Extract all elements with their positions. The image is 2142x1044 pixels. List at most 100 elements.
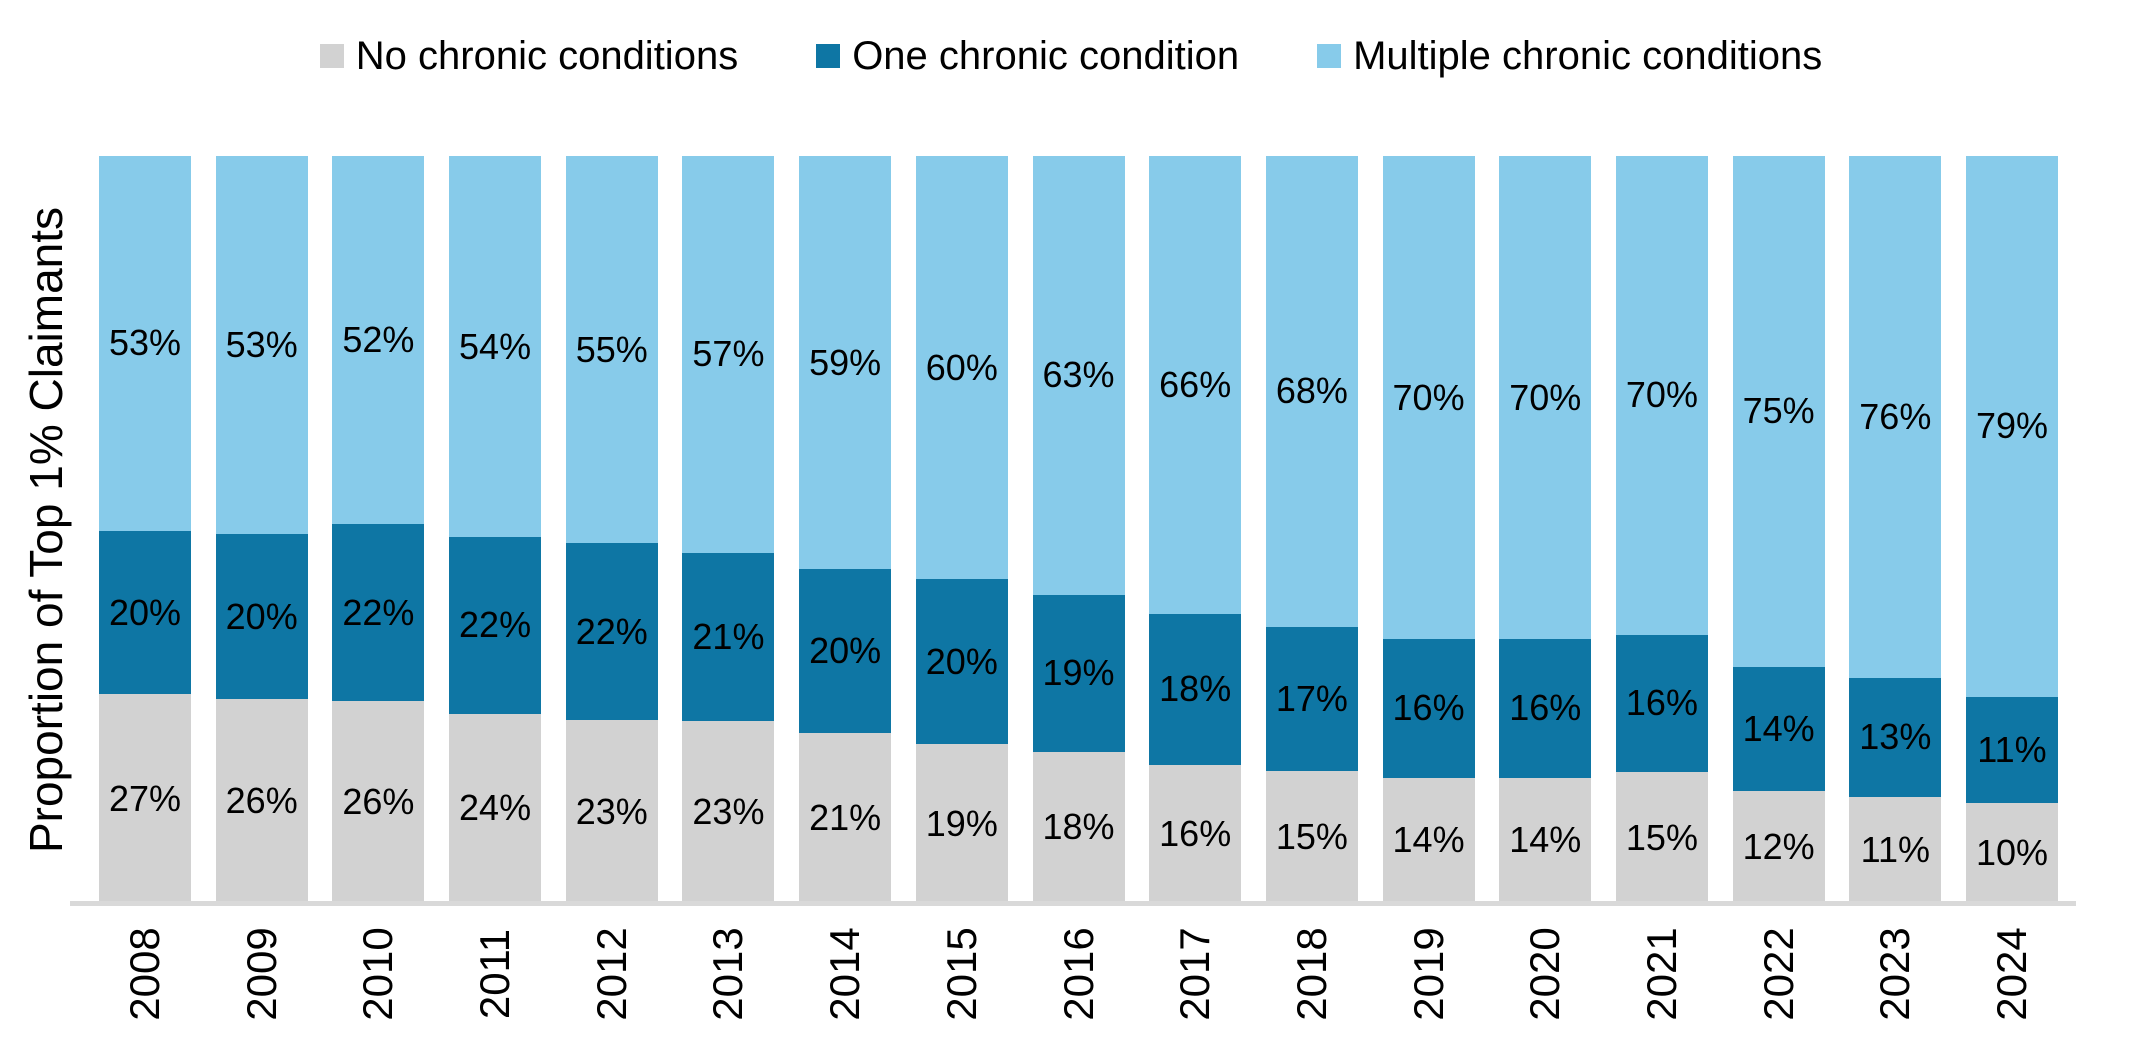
- segment-multiple-chronic-conditions-2014: 59%: [799, 156, 892, 570]
- data-label-multiple-chronic-conditions-2022: 75%: [1742, 390, 1815, 432]
- x-axis-tick-2018: 2018: [1266, 912, 1358, 1036]
- x-axis-tick-label: 2008: [121, 927, 168, 1021]
- legend-label-no-chronic-conditions: No chronic conditions: [355, 34, 739, 78]
- segment-multiple-chronic-conditions-2018: 68%: [1265, 156, 1358, 627]
- legend-item-no-chronic-conditions: No chronic conditions: [319, 34, 739, 78]
- data-label-no-chronic-conditions-2023: 11%: [1860, 828, 1930, 870]
- legend-swatch-icon-multiple-chronic-conditions: [1317, 44, 1342, 68]
- segment-one-chronic-condition-2010: 22%: [332, 524, 425, 701]
- legend-label-one-chronic-condition: One chronic condition: [852, 34, 1240, 78]
- segment-no-chronic-conditions-2009: 26%: [215, 699, 308, 903]
- data-label-multiple-chronic-conditions-2009: 53%: [225, 324, 298, 366]
- data-label-no-chronic-conditions-2013: 23%: [692, 791, 765, 833]
- x-axis-tick-2010: 2010: [332, 912, 424, 1036]
- x-axis-tick-label: 2012: [587, 927, 635, 1021]
- data-label-multiple-chronic-conditions-2016: 63%: [1042, 354, 1115, 396]
- x-axis-tick-label: 2015: [937, 927, 985, 1021]
- segment-no-chronic-conditions-2016: 18%: [1032, 751, 1125, 903]
- data-label-multiple-chronic-conditions-2015: 60%: [925, 346, 998, 388]
- chart-legend: No chronic conditions One chronic conditi…: [0, 36, 2142, 76]
- x-axis-labels: 2008 2009 2010 2011 2012 2013 2014 2015 2016 2017…: [99, 912, 2058, 1036]
- x-axis-tick-2017: 2017: [1149, 912, 1241, 1036]
- segment-multiple-chronic-conditions-2016: 63%: [1032, 156, 1125, 595]
- segment-one-chronic-condition-2018: 17%: [1265, 626, 1358, 772]
- x-axis-tick-2008: 2008: [99, 912, 191, 1036]
- data-label-no-chronic-conditions-2014: 21%: [809, 796, 882, 838]
- segment-multiple-chronic-conditions-2008: 53%: [99, 156, 191, 531]
- data-label-multiple-chronic-conditions-2008: 53%: [108, 322, 182, 364]
- segment-no-chronic-conditions-2021: 15%: [1615, 772, 1708, 904]
- data-label-one-chronic-condition-2019: 16%: [1392, 687, 1465, 729]
- data-label-multiple-chronic-conditions-2017: 66%: [1159, 363, 1232, 405]
- x-axis-tick-2011: 2011: [449, 912, 541, 1036]
- segment-one-chronic-condition-2021: 16%: [1615, 634, 1708, 773]
- data-label-multiple-chronic-conditions-2019: 70%: [1392, 376, 1465, 418]
- data-label-no-chronic-conditions-2020: 14%: [1509, 819, 1582, 861]
- segment-no-chronic-conditions-2024: 10%: [1966, 803, 2058, 904]
- segment-multiple-chronic-conditions-2015: 60%: [915, 156, 1008, 580]
- segment-no-chronic-conditions-2008: 27%: [99, 694, 191, 903]
- x-axis-tick-2016: 2016: [1033, 912, 1125, 1036]
- data-label-no-chronic-conditions-2009: 26%: [225, 780, 298, 822]
- data-label-multiple-chronic-conditions-2020: 70%: [1509, 376, 1582, 418]
- segment-no-chronic-conditions-2022: 12%: [1732, 791, 1825, 903]
- segment-one-chronic-condition-2015: 20%: [915, 579, 1008, 745]
- data-label-one-chronic-condition-2012: 22%: [575, 610, 648, 652]
- segment-no-chronic-conditions-2018: 15%: [1265, 771, 1358, 903]
- data-label-one-chronic-condition-2009: 20%: [225, 595, 298, 637]
- bar-2021: 70% 16% 15%: [1615, 156, 1708, 904]
- segment-one-chronic-condition-2019: 16%: [1382, 639, 1475, 778]
- segment-one-chronic-condition-2013: 21%: [682, 552, 775, 722]
- bar-2020: 70% 16% 14%: [1499, 156, 1592, 903]
- x-axis-tick-label: 2009: [237, 927, 285, 1021]
- x-axis-tick-2022: 2022: [1733, 912, 1825, 1036]
- segment-one-chronic-condition-2016: 19%: [1032, 594, 1125, 752]
- x-axis-line: [70, 901, 2076, 906]
- segment-one-chronic-condition-2020: 16%: [1499, 639, 1592, 778]
- segment-no-chronic-conditions-2023: 11%: [1849, 796, 1942, 903]
- y-axis-title-area: Proportion of Top 1% Claimants: [0, 156, 92, 903]
- segment-no-chronic-conditions-2020: 14%: [1499, 777, 1592, 903]
- legend-swatch-icon-one-chronic-condition: [816, 44, 841, 68]
- x-axis-tick-label: 2014: [821, 927, 869, 1021]
- bar-2013: 57% 21% 23%: [682, 156, 775, 903]
- segment-multiple-chronic-conditions-2017: 66%: [1149, 156, 1242, 614]
- data-label-one-chronic-condition-2020: 16%: [1509, 687, 1582, 729]
- data-label-one-chronic-condition-2015: 20%: [925, 640, 998, 682]
- data-label-no-chronic-conditions-2010: 26%: [342, 780, 415, 822]
- x-axis-tick-label: 2020: [1521, 927, 1569, 1021]
- segment-multiple-chronic-conditions-2023: 76%: [1849, 156, 1942, 678]
- x-axis-tick-label: 2019: [1404, 927, 1452, 1021]
- y-axis-title: Proportion of Top 1% Claimants: [20, 206, 72, 853]
- data-label-multiple-chronic-conditions-2024: 79%: [1975, 405, 2049, 447]
- data-label-multiple-chronic-conditions-2012: 55%: [575, 328, 648, 370]
- bar-2010: 52% 22% 26%: [332, 156, 425, 903]
- segment-multiple-chronic-conditions-2022: 75%: [1732, 156, 1825, 667]
- x-axis-tick-2021: 2021: [1616, 912, 1708, 1036]
- bar-2009: 53% 20% 26%: [215, 156, 308, 903]
- segment-multiple-chronic-conditions-2011: 54%: [449, 156, 542, 538]
- segment-no-chronic-conditions-2013: 23%: [682, 721, 775, 903]
- data-label-no-chronic-conditions-2012: 23%: [575, 790, 648, 832]
- data-label-no-chronic-conditions-2015: 19%: [925, 802, 998, 844]
- x-axis-tick-2015: 2015: [916, 912, 1008, 1036]
- x-axis-tick-2023: 2023: [1849, 912, 1941, 1036]
- segment-multiple-chronic-conditions-2009: 53%: [215, 156, 308, 535]
- data-label-multiple-chronic-conditions-2018: 68%: [1275, 370, 1348, 412]
- segment-one-chronic-condition-2012: 22%: [565, 543, 658, 721]
- segment-no-chronic-conditions-2011: 24%: [449, 713, 542, 903]
- bar-2017: 66% 18% 16%: [1149, 156, 1242, 903]
- x-axis-tick-label: 2016: [1054, 927, 1102, 1021]
- data-label-one-chronic-condition-2016: 19%: [1042, 652, 1115, 694]
- data-label-multiple-chronic-conditions-2011: 54%: [459, 325, 532, 367]
- data-label-no-chronic-conditions-2011: 24%: [459, 787, 532, 829]
- bar-2014: 59% 20% 21%: [799, 156, 892, 903]
- bar-2015: 60% 20% 19%: [915, 156, 1008, 903]
- bar-2018: 68% 17% 15%: [1265, 156, 1358, 903]
- x-axis-tick-2013: 2013: [682, 912, 774, 1036]
- bar-2024: 79% 11% 10%: [1966, 156, 2058, 904]
- data-label-one-chronic-condition-2010: 22%: [342, 591, 415, 633]
- segment-no-chronic-conditions-2014: 21%: [799, 732, 892, 903]
- data-label-one-chronic-condition-2018: 17%: [1275, 677, 1348, 719]
- segment-one-chronic-condition-2009: 20%: [215, 534, 308, 700]
